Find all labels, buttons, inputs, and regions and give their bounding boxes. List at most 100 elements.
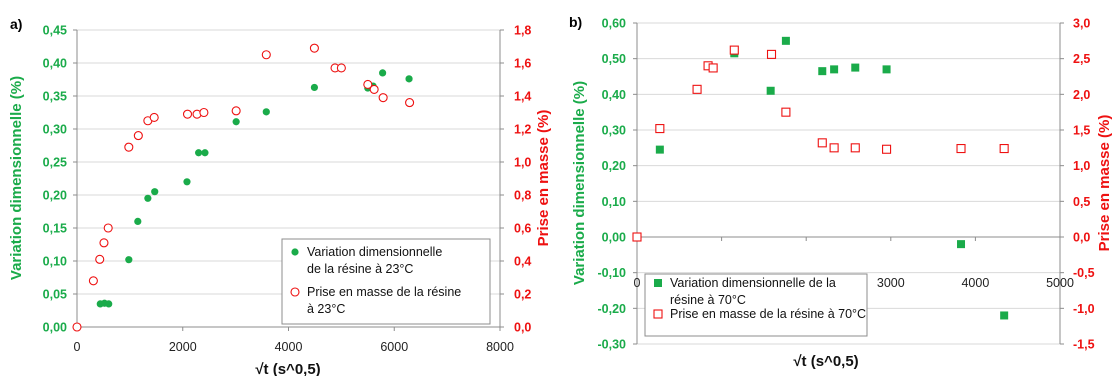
panel-a-right-tick-label: 0,8 — [514, 189, 531, 203]
panel-a-series-1-point — [310, 83, 319, 92]
panel-a-series-2-point — [231, 106, 241, 116]
panel-b-legend-label-2: Prise en masse de la résine à 70°C — [670, 307, 866, 321]
panel-a-series-2-point — [378, 93, 388, 103]
panel-a-legend-label-1: Variation dimensionnelle de la résine à 2… — [307, 245, 442, 276]
panel-a-series-1-point — [405, 75, 413, 83]
panel-a-series-2-point — [72, 322, 82, 332]
panel-a-series-2-point — [103, 223, 113, 233]
panel-a-series-2-point — [363, 79, 373, 89]
panel-b-right-tick-label: -1,0 — [1073, 302, 1095, 316]
panel-b-left-tick-label: 0,40 — [602, 88, 626, 102]
panel-a-y-right-title: Prise en masse (%) — [535, 110, 552, 247]
panel-a-x-tick-label: 0 — [74, 340, 81, 354]
panel-a-left-tick-label: 0,15 — [43, 222, 67, 236]
panel-a-series-2-point — [95, 254, 105, 264]
panel-a-left-tick-label: 0,30 — [43, 123, 67, 137]
panel-a-series-1-point — [195, 149, 203, 157]
panel-b-right-tick-label: -0,5 — [1073, 266, 1095, 280]
panel-a-series-1-point — [144, 194, 152, 202]
panel-a-right-tick-label: 1,8 — [514, 24, 531, 38]
panel-b-series-1-point — [851, 63, 860, 72]
panel-a-right-tick-label: 0,2 — [514, 288, 531, 302]
panel-a-legend-marker-2 — [290, 287, 300, 297]
panel-a-series-1-point — [262, 108, 270, 116]
panel-a-left-tick-label: 0,20 — [43, 189, 67, 203]
panel-b-series-2-point — [829, 143, 839, 153]
panel-a-series-2-point — [149, 112, 159, 122]
panel-b-series-2-point — [882, 144, 892, 154]
panel-b-legend: Variation dimensionnelle de la résine à 7… — [644, 273, 868, 337]
panel-b-y-right-title: Prise en masse (%) — [1096, 115, 1113, 252]
panel-b-series-1-point — [882, 65, 891, 74]
panel-a-series-2-point — [124, 142, 134, 152]
panel-a-panel-label: a) — [10, 16, 22, 32]
panel-a-left-tick-label: 0,05 — [43, 288, 67, 302]
panel-a-left-tick-label: 0,40 — [43, 57, 67, 71]
panel-a-left-tick-label: 0,25 — [43, 156, 67, 170]
panel-a-right-tick-label: 1,6 — [514, 57, 531, 71]
panel-a-left-tick-label: 0,35 — [43, 90, 67, 104]
panel-a-x-tick-label: 2000 — [169, 340, 197, 354]
panel-b-series-2-point — [781, 107, 791, 117]
panel-a-series-1-point — [134, 217, 142, 225]
panel-b-left-tick-label: 0,50 — [602, 52, 626, 66]
panel-a-y-left-title: Variation dimensionnelle (%) — [8, 76, 25, 280]
panel-b-series-1-point — [1000, 311, 1009, 320]
panel-b-right-tick-label: 3,0 — [1073, 17, 1090, 31]
panel-a-right-tick-label: 1,0 — [514, 156, 531, 170]
panel-b-left-tick-label: -0,30 — [598, 338, 627, 352]
panel-a-series-1-point — [379, 69, 387, 77]
panel-b-series-2-point — [766, 49, 777, 59]
panel-b-left-tick-label: 0,10 — [602, 195, 626, 209]
panel-a-x-tick-label: 4000 — [275, 340, 303, 354]
panel-b-right-tick-label: 0,5 — [1073, 195, 1090, 209]
panel-b-right-tick-label: 1,0 — [1073, 159, 1090, 173]
panel-b-right-tick-label: 1,5 — [1073, 124, 1090, 138]
panel-a-right-tick-label: 0,4 — [514, 255, 531, 269]
panel-a-left-tick-label: 0,00 — [43, 321, 67, 335]
panel-b-series-2-point — [850, 143, 860, 153]
panel-a-right-tick-label: 1,2 — [514, 123, 531, 137]
panel-a-right-tick-label: 0,0 — [514, 321, 531, 335]
panel-a-series-2-point — [88, 276, 98, 286]
panel-a-left-tick-label: 0,45 — [43, 24, 67, 38]
panel-b-x-tick-label: 0 — [634, 276, 641, 290]
panel-b-left-tick-label: -0,10 — [598, 266, 627, 280]
panel-a-legend-label-2: Prise en masse de la résine à 23°C — [307, 285, 461, 316]
panel-a-x-tick-label: 6000 — [380, 340, 408, 354]
panel-a-series-2-point — [182, 109, 193, 119]
panel-b-series-1-point — [655, 145, 664, 154]
panel-b-left-tick-label: 0,30 — [602, 124, 626, 138]
panel-a-series-2 — [72, 43, 415, 332]
panel-b-chart: -0,30-0,20-0,100,000,100,200,300,400,500… — [569, 14, 1113, 370]
panel-a-series-2-point — [133, 131, 143, 141]
panel-a-left-tick-label: 0,10 — [43, 255, 67, 269]
panel-b-right-tick-label: 2,0 — [1073, 88, 1090, 102]
panel-b-right-tick-label: 0,0 — [1073, 231, 1090, 245]
panel-b-legend-marker-1 — [654, 279, 662, 287]
panel-b-right-tick-label: 2,5 — [1073, 52, 1090, 66]
panel-a-series-1-point — [125, 256, 133, 264]
panel-a-series-1-point — [232, 118, 240, 126]
panel-a-x-tick-label: 8000 — [486, 340, 514, 354]
panel-b-left-tick-label: 0,00 — [602, 231, 626, 245]
panel-b-panel-label: b) — [569, 14, 582, 30]
panel-b-x-tick-label: 3000 — [877, 276, 905, 290]
panel-b-series-1-point — [830, 65, 839, 74]
panel-a-legend: Variation dimensionnelle de la résine à 2… — [281, 238, 491, 325]
panel-b-left-tick-label: -0,20 — [598, 302, 627, 316]
panel-b-series-2-point — [708, 63, 718, 73]
panel-b-series-1-point — [766, 86, 775, 95]
panel-a-chart: 0,000,050,100,150,200,250,300,350,400,45… — [8, 16, 552, 376]
panel-a-series-2-point — [309, 43, 319, 53]
panel-b-legend-label-1: Variation dimensionnelle de la résine à 7… — [670, 276, 836, 307]
panel-b-series-1-point — [957, 240, 966, 249]
panel-a-series-2-point — [261, 50, 271, 60]
panel-b-series-2 — [632, 45, 1009, 242]
panel-b-x-title: √t (s^0,5) — [793, 353, 858, 370]
panel-b-series-2-point — [817, 138, 827, 148]
panel-b-x-tick-label: 4000 — [961, 276, 989, 290]
panel-b-series-2-point — [692, 84, 702, 94]
